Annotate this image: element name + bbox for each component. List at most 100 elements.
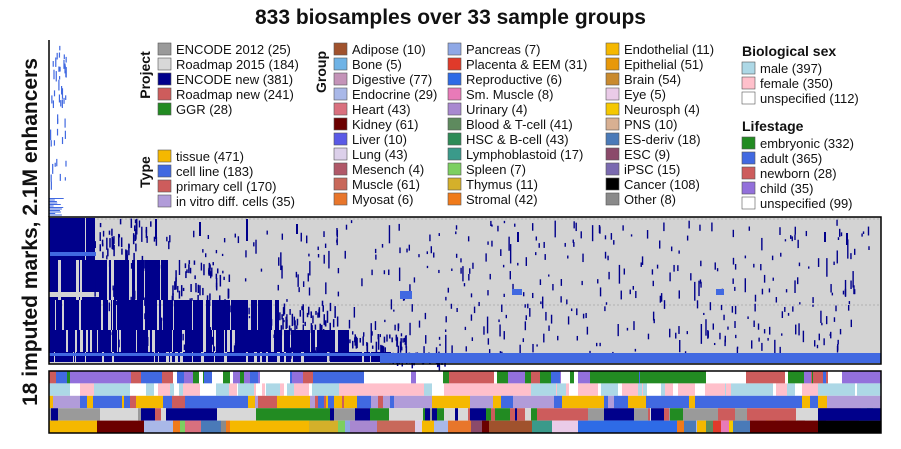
- annotation-project-cell: [49, 408, 51, 421]
- heatmap-sparse-cell: [156, 281, 158, 290]
- annotation-sex-cell: [304, 383, 309, 396]
- annotation-project-cell: [542, 408, 586, 421]
- annotation-sex-cell: [818, 383, 822, 396]
- annotation-project-cell: [658, 408, 664, 421]
- annotation-sex-cell: [66, 383, 70, 396]
- annotation-project-cell: [254, 408, 256, 421]
- heatmap-sparse-cell: [149, 325, 151, 331]
- heatmap-sparse-cell: [159, 308, 161, 318]
- annotation-type-cell: [493, 395, 495, 409]
- annotation-group-cell: [583, 420, 628, 433]
- heatmap-sparse-cell: [144, 297, 146, 306]
- heatmap-sparse-cell: [353, 306, 356, 318]
- annotation-project-cell: [141, 408, 146, 421]
- legend-lifestage-swatch: [741, 166, 756, 180]
- annotation-type-cell: [99, 395, 105, 409]
- heatmap-dense-cell: [146, 300, 147, 330]
- heatmap-sparse-cell: [525, 315, 527, 321]
- heatmap-sparse-cell: [847, 239, 849, 259]
- annotation-type-cell: [622, 395, 625, 409]
- heatmap-sparse-cell: [652, 311, 655, 321]
- heatmap-sparse-cell: [792, 306, 794, 312]
- legend-group-label: Endocrine (29): [352, 87, 437, 102]
- heatmap-sparse-cell: [445, 316, 447, 323]
- heatmap-sparse-cell: [767, 337, 769, 341]
- heatmap-dense-cell: [98, 260, 101, 300]
- heatmap-sparse-cell: [433, 252, 435, 258]
- heatmap-dense-cell: [130, 352, 133, 362]
- heatmap-sparse-cell: [255, 239, 257, 254]
- heatmap-sparse-cell: [188, 320, 190, 325]
- heatmap-dense-cell: [88, 330, 90, 352]
- upper-sparse-cell: [60, 85, 63, 95]
- heatmap-edge-cell: [383, 336, 386, 343]
- annotation-lifestage-cell: [151, 371, 154, 384]
- annotation-lifestage-cell: [826, 371, 828, 384]
- annotation-lifestage-cell: [560, 371, 561, 384]
- annotation-sex-cell: [626, 383, 628, 396]
- heatmap-sparse-cell: [105, 275, 107, 280]
- heatmap-light-cell: [50, 252, 96, 256]
- annotation-group-cell: [350, 420, 359, 433]
- annotation-type-cell: [87, 395, 93, 409]
- annotation-sex-cell: [91, 383, 94, 396]
- heatmap-edge-cell: [194, 275, 196, 280]
- annotation-group-cell: [514, 420, 517, 433]
- annotation-type-cell: [344, 395, 350, 409]
- annotation-project-cell: [605, 408, 611, 421]
- annotation-type-cell: [383, 395, 386, 409]
- heatmap-dense-cell: [57, 260, 58, 300]
- legend-sex-label: male (397): [760, 61, 822, 76]
- heatmap-sparse-cell: [794, 280, 796, 293]
- heatmap-dense-cell: [238, 300, 239, 330]
- heatmap-sparse-cell: [223, 238, 226, 243]
- upper-sparse-cell: [52, 163, 54, 174]
- annotation-group-cell: [499, 420, 509, 433]
- annotation-type-cell: [803, 395, 805, 409]
- annotation-group-cell: [532, 420, 537, 433]
- heatmap-sparse-cell: [753, 320, 755, 327]
- annotation-project-cell: [168, 408, 170, 421]
- heatmap-sparse-cell: [141, 226, 143, 242]
- heatmap-sparse-cell: [488, 349, 491, 356]
- heatmap-edge-cell: [283, 303, 286, 315]
- annotation-type-cell: [303, 395, 309, 409]
- heatmap-sparse-cell: [136, 319, 139, 323]
- annotation-lifestage-cell: [781, 371, 785, 384]
- annotation-lifestage-cell: [794, 371, 798, 384]
- annotation-project-cell: [805, 408, 807, 421]
- annotation-sex-cell: [764, 383, 769, 396]
- heatmap-sparse-cell: [94, 277, 96, 297]
- annotation-type-cell: [386, 395, 390, 409]
- heatmap-dense-cell: [69, 218, 72, 260]
- heatmap-sparse-cell: [148, 284, 150, 287]
- heatmap-sparse-cell: [147, 337, 149, 347]
- heatmap-dense-cell: [140, 300, 143, 330]
- upper-sparse-cell: [59, 66, 61, 72]
- upper-sparse-cell: [53, 90, 56, 97]
- annotation-lifestage-cell: [125, 371, 129, 384]
- annotation-type-cell: [628, 395, 633, 409]
- annotation-group-kidney-block: [750, 420, 805, 433]
- heatmap-dense-cell: [147, 300, 149, 330]
- annotation-project-cell: [458, 408, 462, 421]
- annotation-sex-cell: [855, 383, 857, 396]
- heatmap-dense-cell: [90, 300, 92, 330]
- heatmap-gap: [49, 292, 99, 297]
- heatmap-dense-cell: [199, 352, 201, 362]
- heatmap-sparse-cell: [189, 336, 192, 340]
- heatmap-sparse-cell: [548, 325, 550, 331]
- heatmap-edge-cell: [130, 218, 133, 228]
- heatmap-dense-cell: [275, 300, 276, 330]
- heatmap-sparse-cell: [700, 281, 702, 288]
- heatmap-sparse-cell: [280, 252, 282, 271]
- heatmap-dense-cell: [254, 330, 255, 352]
- heatmap-edge-cell: [354, 337, 356, 343]
- heatmap-dense-cell: [116, 352, 119, 362]
- annotation-sex-cell: [176, 383, 179, 396]
- annotation-sex-cell: [102, 383, 104, 396]
- annotation-sex-cell: [51, 383, 57, 396]
- heatmap-edge-cell: [216, 268, 219, 274]
- annotation-project-cell: [181, 408, 187, 421]
